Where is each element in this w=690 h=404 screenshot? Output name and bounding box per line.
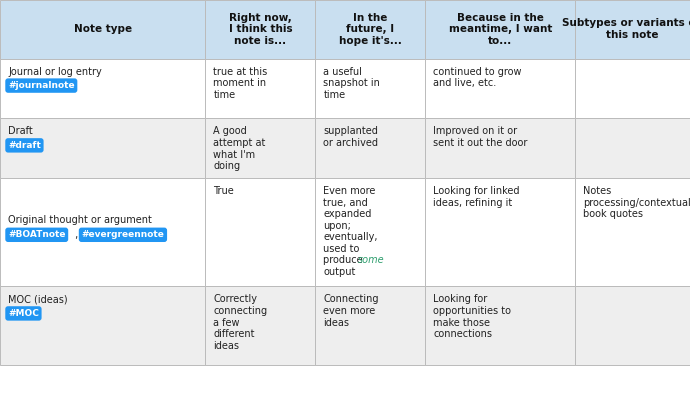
Text: True: True bbox=[213, 186, 234, 196]
Text: Even more: Even more bbox=[324, 186, 376, 196]
Text: Improved on it or
sent it out the door: Improved on it or sent it out the door bbox=[433, 126, 528, 148]
Text: In the
future, I
hope it's...: In the future, I hope it's... bbox=[339, 13, 402, 46]
Text: Connecting
even more
ideas: Connecting even more ideas bbox=[324, 295, 379, 328]
Bar bbox=[0, 286, 206, 365]
Bar bbox=[315, 118, 426, 178]
Text: #MOC: #MOC bbox=[8, 309, 39, 318]
Text: eventually,: eventually, bbox=[324, 232, 378, 242]
Bar bbox=[426, 286, 575, 365]
Text: Draft: Draft bbox=[8, 126, 32, 137]
Bar bbox=[315, 59, 426, 118]
Text: produce: produce bbox=[324, 255, 366, 265]
Bar bbox=[206, 118, 315, 178]
Text: true at this
moment in
time: true at this moment in time bbox=[213, 67, 268, 100]
Text: Looking for
opportunities to
make those
connections: Looking for opportunities to make those … bbox=[433, 295, 511, 339]
Text: continued to grow
and live, etc.: continued to grow and live, etc. bbox=[433, 67, 522, 88]
Text: used to: used to bbox=[324, 244, 360, 254]
Bar bbox=[206, 178, 315, 286]
Text: #draft: #draft bbox=[8, 141, 41, 150]
Text: Journal or log entry: Journal or log entry bbox=[8, 67, 101, 77]
Bar bbox=[315, 286, 426, 365]
Text: Because in the
meantime, I want
to...: Because in the meantime, I want to... bbox=[448, 13, 552, 46]
Bar bbox=[575, 0, 690, 59]
Text: #journalnote: #journalnote bbox=[8, 81, 75, 90]
Text: Notes
processing/contextualizing
book quotes: Notes processing/contextualizing book qu… bbox=[584, 186, 690, 219]
Text: Subtypes or variants on
this note: Subtypes or variants on this note bbox=[562, 19, 690, 40]
Bar bbox=[426, 59, 575, 118]
Text: expanded: expanded bbox=[324, 209, 372, 219]
Text: Correctly
connecting
a few
different
ideas: Correctly connecting a few different ide… bbox=[213, 295, 268, 351]
Text: output: output bbox=[324, 267, 356, 277]
Text: #BOATnote: #BOATnote bbox=[8, 230, 66, 239]
Bar bbox=[0, 0, 206, 59]
Text: Original thought or argument: Original thought or argument bbox=[8, 215, 152, 225]
Bar bbox=[315, 0, 426, 59]
Text: #evergreennote: #evergreennote bbox=[81, 230, 164, 239]
Bar bbox=[575, 59, 690, 118]
Bar bbox=[575, 118, 690, 178]
Bar bbox=[315, 178, 426, 286]
Bar bbox=[206, 286, 315, 365]
Bar bbox=[0, 118, 206, 178]
Bar bbox=[0, 178, 206, 286]
Text: a useful
snapshot in
time: a useful snapshot in time bbox=[324, 67, 380, 100]
Text: MOC (ideas): MOC (ideas) bbox=[8, 295, 68, 305]
Text: Right now,
I think this
note is...: Right now, I think this note is... bbox=[228, 13, 293, 46]
Bar bbox=[0, 59, 206, 118]
Bar bbox=[206, 59, 315, 118]
Bar bbox=[426, 0, 575, 59]
Text: A good
attempt at
what I'm
doing: A good attempt at what I'm doing bbox=[213, 126, 266, 171]
Text: upon;: upon; bbox=[324, 221, 351, 231]
Text: some: some bbox=[358, 255, 384, 265]
Bar bbox=[206, 0, 315, 59]
Bar bbox=[426, 118, 575, 178]
Bar bbox=[426, 178, 575, 286]
Bar bbox=[575, 286, 690, 365]
Text: ,: , bbox=[72, 230, 78, 240]
Text: Looking for linked
ideas, refining it: Looking for linked ideas, refining it bbox=[433, 186, 520, 208]
Text: supplanted
or archived: supplanted or archived bbox=[324, 126, 379, 148]
Text: Note type: Note type bbox=[74, 24, 132, 34]
Bar bbox=[575, 178, 690, 286]
Text: true, and: true, and bbox=[324, 198, 368, 208]
